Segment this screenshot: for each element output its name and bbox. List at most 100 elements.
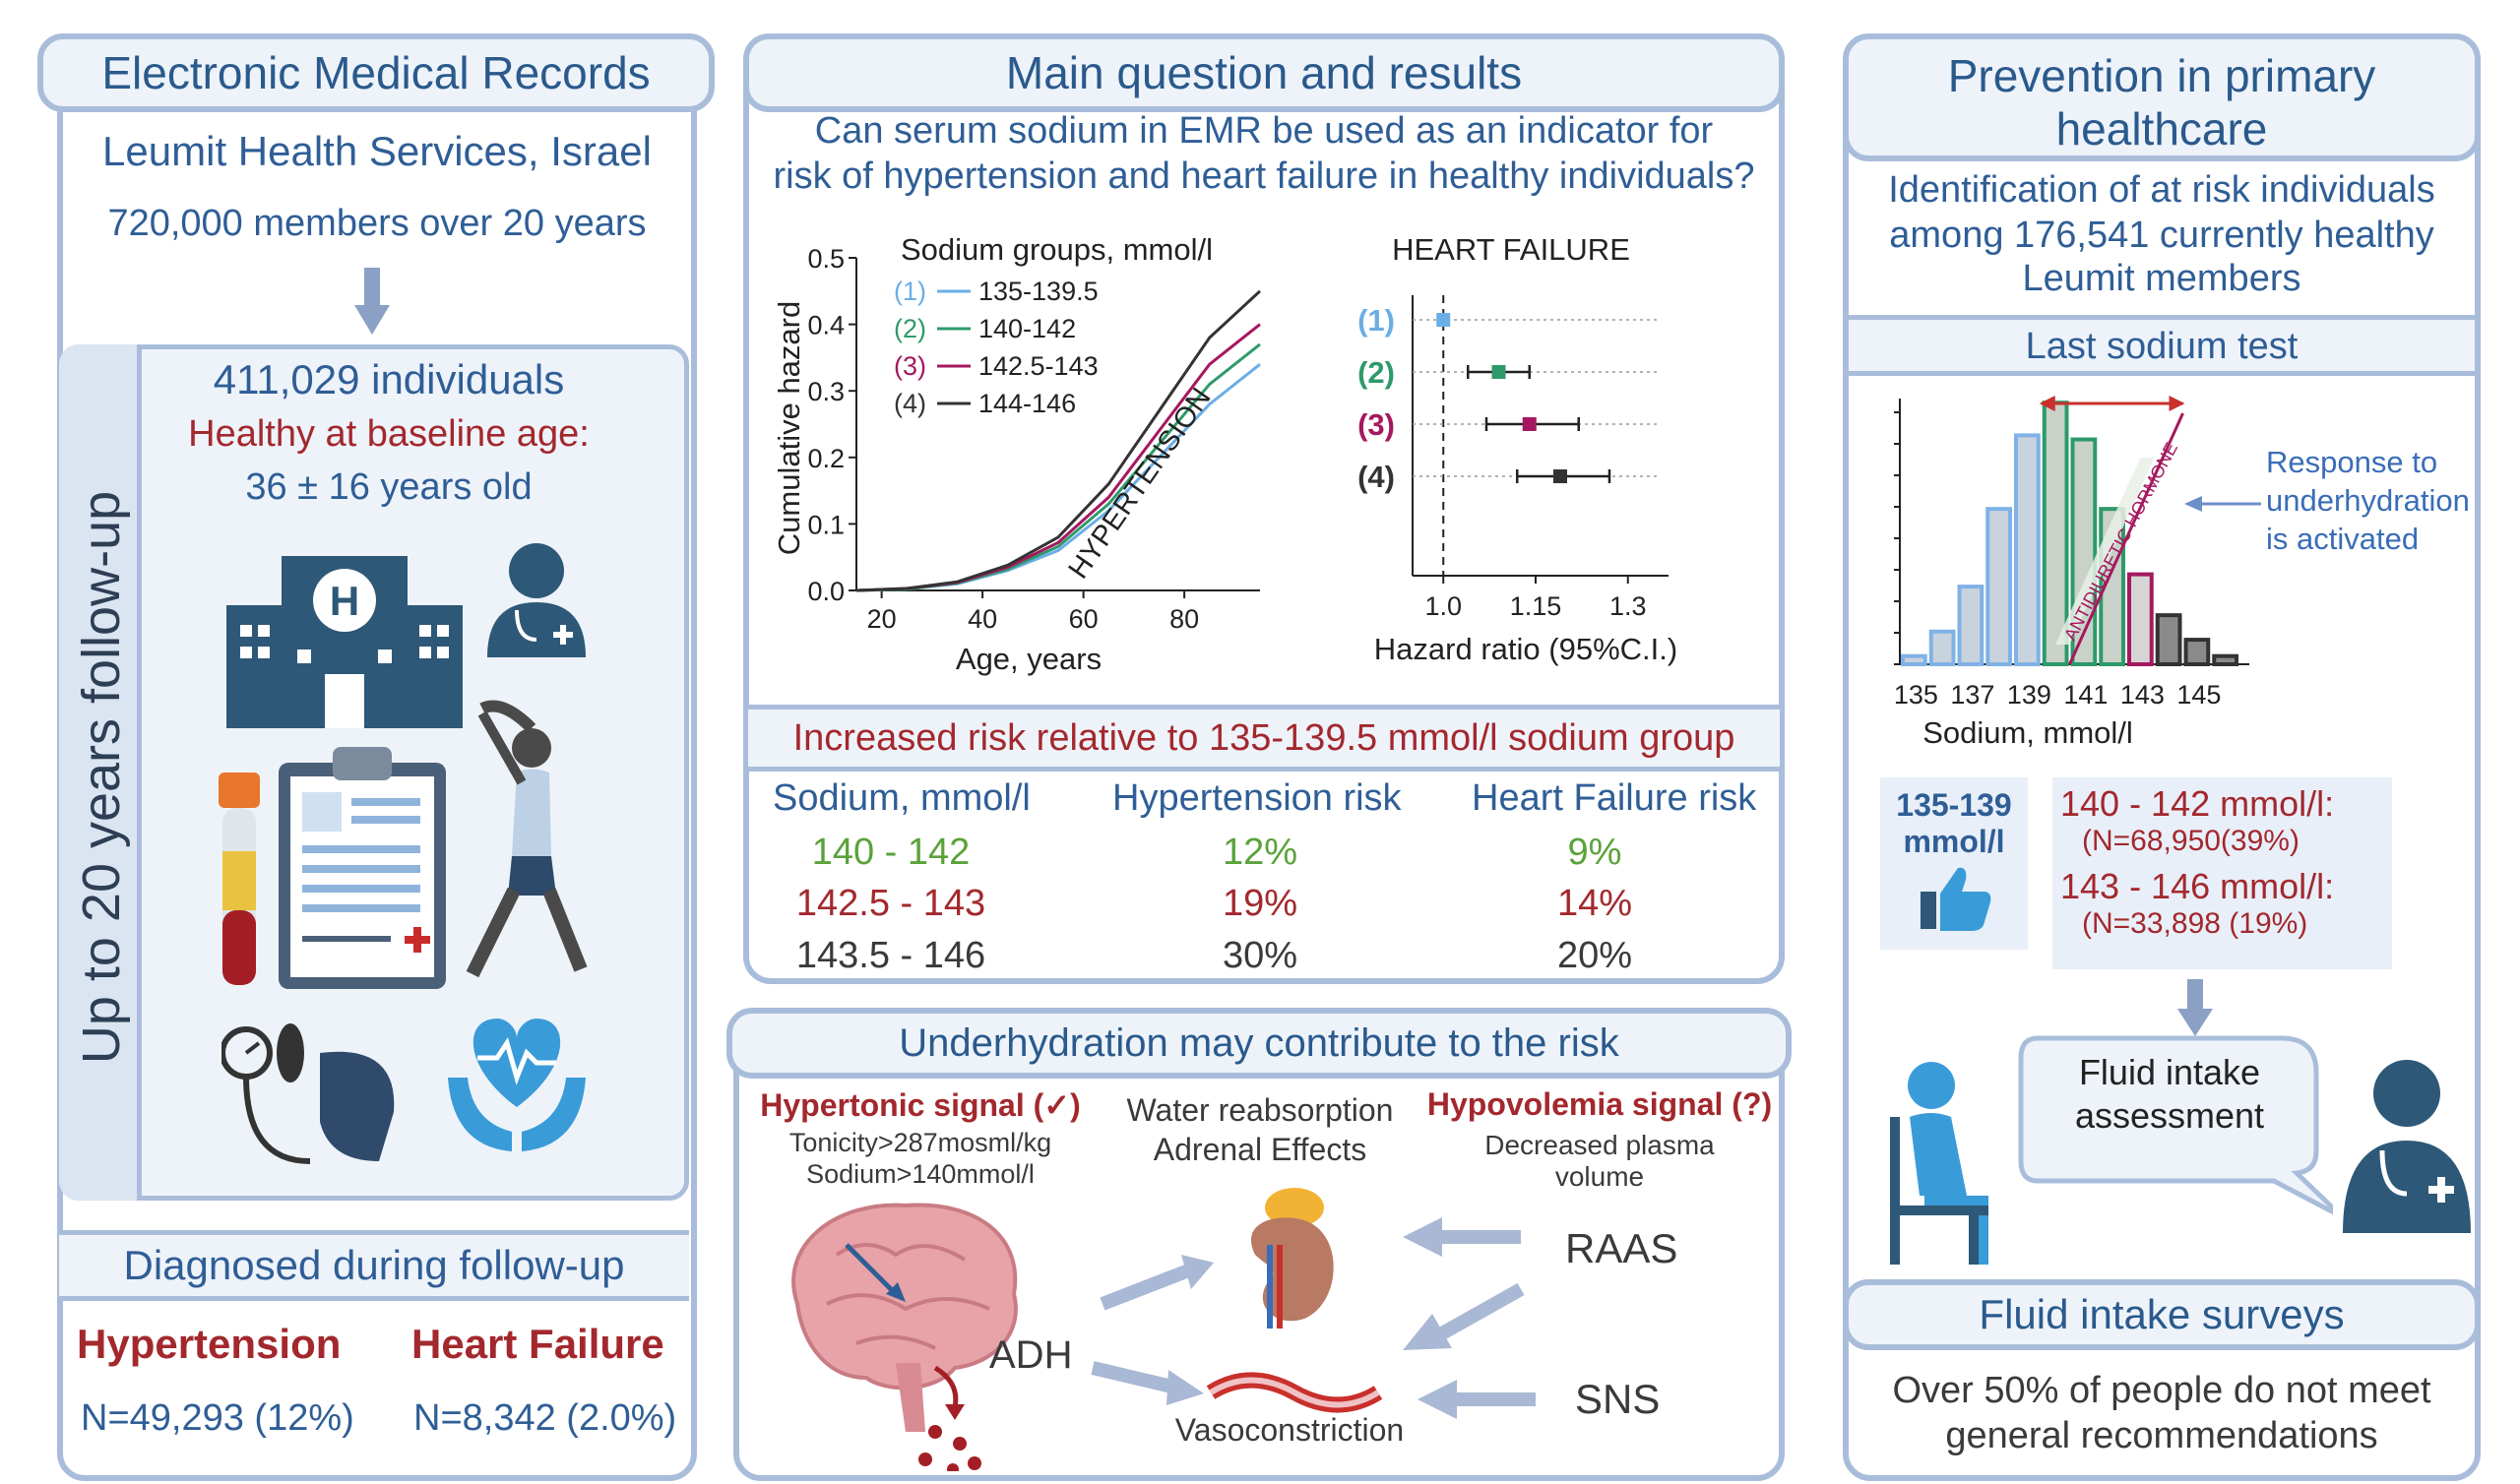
hypovolemia-line2: volume <box>1554 1161 1645 1192</box>
survey-line2: general recommendations <box>1945 1415 2378 1456</box>
hf-x-tick-label: 1.15 <box>1510 591 1562 621</box>
response-line1: Response to <box>2266 445 2438 479</box>
ident-line2: among 176,541 currently healthy <box>1889 215 2434 256</box>
legend-label-1: 135-139.5 <box>978 277 1099 306</box>
members-count: 720,000 members over 20 years <box>107 203 647 244</box>
individuals-count: 411,029 individuals <box>213 356 565 402</box>
adh-label: ADH <box>989 1333 1073 1377</box>
x-tick-label: 60 <box>1069 604 1099 634</box>
hazard-line-2 <box>855 342 1261 592</box>
hist-bar-139 <box>2014 433 2041 667</box>
doctor-icon <box>2338 1058 2476 1240</box>
hf-row-label-4: (4) <box>1357 460 1395 494</box>
baseline-age: 36 ± 16 years old <box>245 466 533 508</box>
hf-point-2 <box>1491 365 1506 379</box>
results-panel <box>743 39 1785 984</box>
row2-htn: 19% <box>1222 883 1298 924</box>
followup-label: Up to 20 years follow-up <box>72 490 131 1065</box>
x-tick-label: 40 <box>968 604 997 634</box>
svg-text:H: H <box>330 578 359 624</box>
risk-range2-n: (N=33,898 (19%) <box>2082 907 2308 940</box>
hypertension-dx-count: N=49,293 (12%) <box>81 1397 354 1439</box>
hazard-line-4 <box>855 289 1262 592</box>
adh-threshold-line <box>2068 412 2184 665</box>
x-tick-label: 80 <box>1169 604 1199 634</box>
x-tick-label: 20 <box>867 604 897 634</box>
prevention-header-line1: Prevention in primary <box>1947 50 2376 101</box>
underhydration-header: Underhydration may contribute to the ris… <box>726 1008 1792 1079</box>
row1-hf: 9% <box>1567 832 1622 873</box>
adh-band <box>2055 458 2155 645</box>
y-tick-label: 0.5 <box>807 244 845 274</box>
prevention-header-line2: healthcare <box>2055 103 2268 155</box>
row3-sodium: 143.5 - 146 <box>795 935 986 976</box>
hospital-icon: H <box>226 556 463 738</box>
question-line2: risk of hypertension and heart failure i… <box>773 155 1755 197</box>
range-arrowhead-left <box>2039 396 2055 411</box>
hf-point-1 <box>1436 313 1451 327</box>
risk-header: Increased risk relative to 135-139.5 mmo… <box>748 705 1780 772</box>
org-name: Leumit Health Services, Israel <box>102 128 652 174</box>
prevention-panel <box>1843 39 2481 1481</box>
heart-hands-icon <box>443 1009 591 1161</box>
thumbs-up-icon <box>1921 867 1991 931</box>
fluid-line1: Fluid intake <box>2078 1052 2261 1092</box>
hist-bar-140 <box>2042 401 2069 667</box>
blood-pressure-cuff-icon <box>220 1014 399 1186</box>
hist-tick-label: 143 <box>2120 680 2165 710</box>
hist-tick-label: 137 <box>1950 680 1994 710</box>
hypertension-lines <box>855 289 1262 592</box>
water-line2: Adrenal Effects <box>1153 1132 1367 1167</box>
good-range-box: 135-139 mmol/l <box>1880 777 2028 950</box>
results-header: Main question and results <box>743 33 1785 112</box>
row3-hf: 20% <box>1556 935 1633 976</box>
legend-marker-1: (1) <box>894 277 926 306</box>
hist-tick-label: 145 <box>2176 680 2221 710</box>
legend-marker-2: (2) <box>894 314 926 343</box>
hist-tick-label: 141 <box>2063 680 2108 710</box>
raas-label: RAAS <box>1565 1225 1678 1271</box>
hf-point-4 <box>1553 469 1567 483</box>
heart-failure-dx-count: N=8,342 (2.0%) <box>413 1397 677 1439</box>
risk-ranges-box: 140 - 142 mmol/l: (N=68,950(39%) 143 - 1… <box>2052 777 2392 969</box>
range-arrowhead-right <box>2169 396 2185 411</box>
heart-failure-dx-label: Heart Failure <box>411 1321 664 1367</box>
healthy-label: Healthy at baseline age: <box>188 413 590 455</box>
histogram-xlabel: Sodium, mmol/l <box>1922 715 2133 750</box>
ident-line3: Leumit members <box>2022 258 2301 299</box>
heart-failure-chart: HEART FAILURE 1.0 1.15 1.3 (1) (2) (3) (4) Haz… <box>1357 232 1677 666</box>
followup-side <box>59 344 142 1201</box>
response-text: Response to underhydration is activated <box>2266 443 2470 558</box>
row2-sodium: 142.5 - 143 <box>795 883 986 924</box>
surveys-header: Fluid intake surveys <box>1843 1279 2481 1350</box>
kidney-icon <box>1226 1186 1354 1338</box>
hypovolemia-line1: Decreased plasma <box>1484 1130 1715 1160</box>
hf-point-3 <box>1522 417 1537 431</box>
down-arrow-icon <box>2177 979 2213 1043</box>
last-test-header: Last sodium test <box>1849 315 2475 376</box>
table-col-sodium: Sodium, mmol/l <box>773 777 1031 819</box>
hypertension-legend: (1) 135-139.5 (2) 140-142 (3) 142.5-143 (4) 144… <box>894 277 1099 418</box>
hf-forest-plot: 1.0 1.15 1.3 (1) (2) (3) (4) <box>1357 295 1669 621</box>
response-line2: underhydration <box>2266 483 2470 518</box>
risk-range1: 140 - 142 mmol/l: <box>2060 783 2335 824</box>
table-col-htn: Hypertension risk <box>1112 777 1402 819</box>
hf-row-label-3: (3) <box>1357 407 1395 442</box>
hypertension-chart: 0.00.10.20.30.40.520 40 60 80 (1) 135-139.5(… <box>772 232 1262 676</box>
hypertension-chart-title: Sodium groups, mmol/l <box>901 232 1213 267</box>
response-line3: is activated <box>2266 522 2420 556</box>
water-line1: Water reabsorption <box>1126 1092 1394 1128</box>
stretching-woman-icon <box>443 689 620 989</box>
legend-marker-4: (4) <box>894 389 926 418</box>
speech-bubble <box>2018 1035 2333 1215</box>
legend-label-4: 144-146 <box>978 389 1076 418</box>
emr-header: Electronic Medical Records <box>37 33 715 112</box>
hist-bar-146 <box>2212 653 2238 667</box>
fluid-assessment-text: Fluid intake assessment <box>2023 1051 2316 1138</box>
hypertension-dx-label: Hypertension <box>77 1321 342 1367</box>
hypertension-ylabel: Cumulative hazard <box>772 301 806 555</box>
hypovolemia-title: Hypovolemia signal (?) <box>1426 1086 1773 1122</box>
hf-chart-title: HEART FAILURE <box>1392 232 1630 267</box>
hist-bar-144 <box>2155 613 2182 666</box>
legend-marker-3: (3) <box>894 351 926 381</box>
